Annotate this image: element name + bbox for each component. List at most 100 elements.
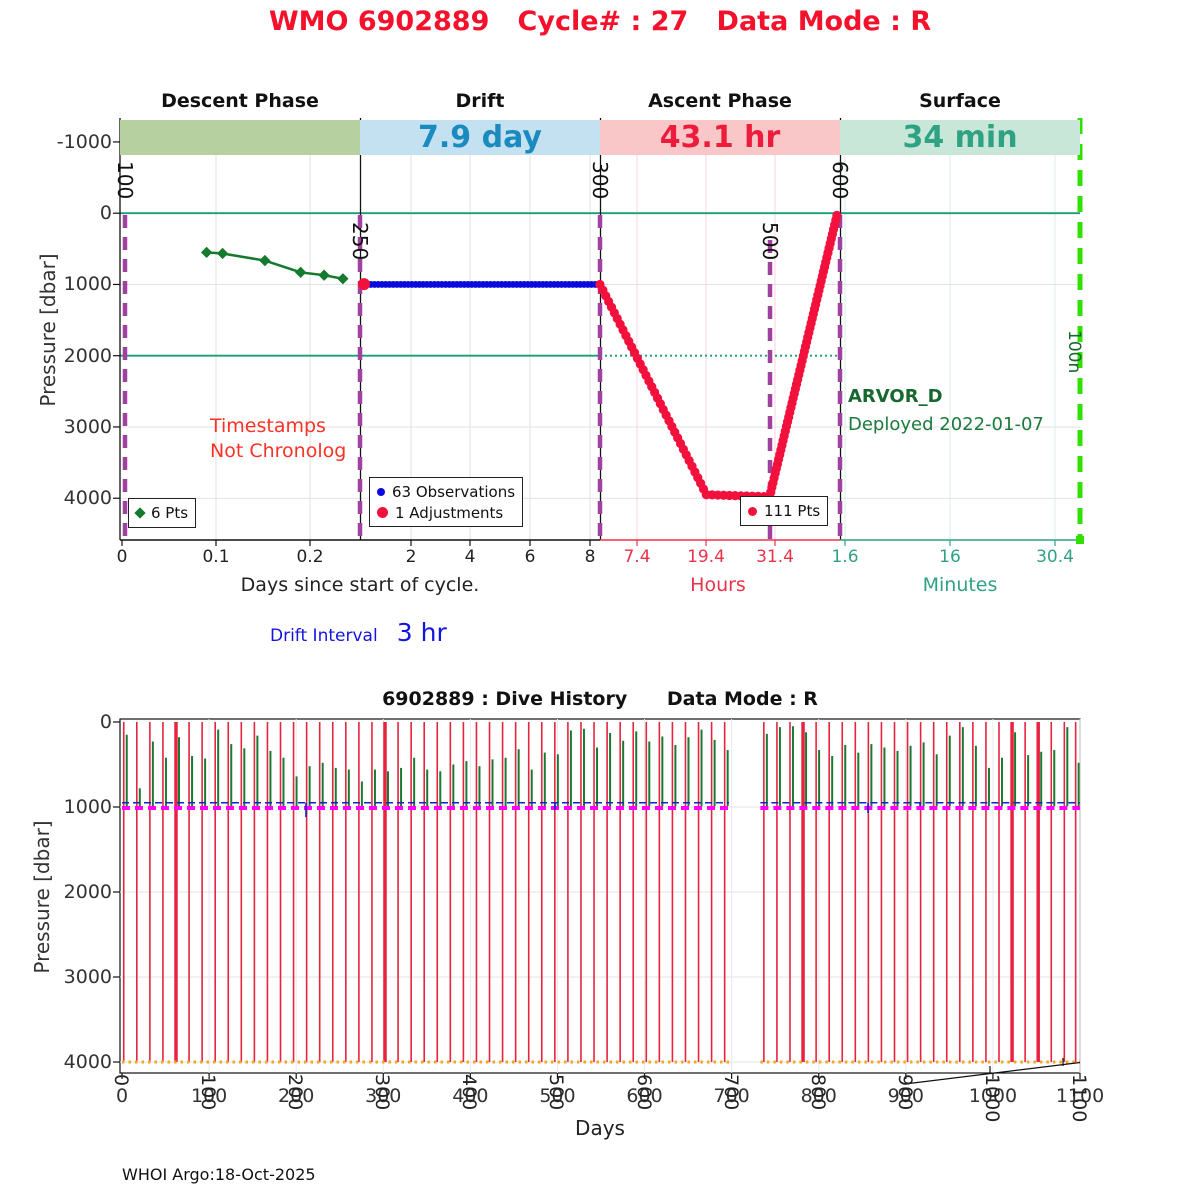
descent-point [318, 269, 330, 281]
y-tick-label: 2000 [63, 344, 112, 367]
green-diamond-icon [134, 507, 146, 519]
x-tick-label-rotated: 600 [632, 1074, 655, 1111]
footer-credit: WHOI Argo:18-Oct-2025 [122, 1165, 316, 1184]
legend-drift: 63 Observations 1 Adjustments [369, 477, 524, 527]
x-tick-label: 500 [539, 1085, 576, 1107]
x-tick-label: 800 [800, 1085, 837, 1107]
x-tick-label: 1100 [1055, 1085, 1105, 1107]
top-y-axis-label: Pressure [dbar] [36, 253, 60, 407]
band-drift-duration: 7.9 day [418, 120, 542, 155]
x-tick-label: 4 [464, 547, 476, 567]
phase-label-descent: Descent Phase [161, 90, 319, 112]
bottom-x-axis-label: Days [575, 1116, 625, 1140]
deployed-label: Deployed 2022-01-07 [848, 414, 1044, 435]
x-tick-label-rotated: 900 [893, 1074, 916, 1111]
x-tick-label: 1000 [968, 1085, 1018, 1107]
surface-time-end-mark [1076, 536, 1084, 544]
x-tick-label: 0.2 [296, 547, 324, 567]
legend-ascent-label: 111 Pts [764, 502, 821, 520]
y-tick-label: 4000 [63, 487, 112, 510]
y-tick-label: 0 [99, 711, 112, 733]
top-x-caption-hours: Hours [690, 574, 746, 596]
bottom-chart-title: 6902889 : Dive History Data Mode : R [382, 688, 818, 710]
x-tick-label: 0 [116, 547, 128, 567]
descent-point [337, 273, 349, 285]
drift-interval-value: 3 hr [396, 618, 447, 647]
timestamps-warning-line1: Timestamps [210, 415, 326, 437]
band-surface: 34 min [840, 120, 1080, 155]
blue-dot-icon [377, 487, 385, 496]
phase-label-ascent: Ascent Phase [648, 90, 792, 112]
x-tick-label: 30.4 [1036, 547, 1074, 567]
timestamps-warning: Timestamps Not Chronolog [210, 414, 346, 464]
band-surface-duration: 34 min [902, 120, 1018, 155]
x-tick-label: 0.1 [202, 547, 230, 567]
x-tick-label: 1.6 [831, 547, 859, 567]
x-tick-label: 400 [452, 1085, 489, 1107]
x-tick-label: 600 [626, 1085, 663, 1107]
x-tick-label-rotated: 1000 [980, 1074, 1003, 1123]
y-tick-label: 3000 [63, 966, 112, 988]
event-marker-label: 600 [828, 161, 852, 200]
event-marker-label: 300 [588, 161, 612, 200]
x-tick-label: 200 [278, 1085, 315, 1107]
descent-point [294, 266, 307, 278]
x-tick-label: 300 [365, 1085, 402, 1107]
band-ascent: 43.1 hr [600, 120, 840, 155]
phase-label-drift: Drift [455, 90, 505, 112]
event-marker-label: 500 [758, 222, 782, 261]
x-tick-label: 8 [584, 547, 596, 567]
drift-interval-label: Drift Interval [270, 626, 378, 646]
x-tick-label: 6 [524, 547, 536, 567]
x-tick-label-rotated: 500 [545, 1074, 568, 1111]
top-x-caption-days: Days since start of cycle. [240, 574, 480, 596]
band-descent [120, 120, 360, 155]
x-tick-label: 19.4 [687, 547, 725, 567]
descent-point [259, 254, 271, 267]
legend-ascent: 111 Pts [740, 496, 829, 526]
y-tick-label: 1000 [63, 273, 112, 296]
x-tick-label: 16 [939, 547, 961, 567]
x-tick-label-rotated: 700 [719, 1074, 742, 1111]
drift-adjustment-point [358, 278, 370, 291]
right-marker-label: 100n [1064, 330, 1084, 374]
legend-drift-adj-label: 1 Adjustments [395, 503, 504, 522]
y-tick-label: 0 [99, 202, 112, 225]
x-tick-label: 2 [405, 547, 417, 567]
x-tick-label-rotated: 300 [371, 1074, 394, 1111]
band-ascent-duration: 43.1 hr [659, 120, 781, 155]
x-tick-label: 700 [713, 1085, 750, 1107]
x-tick-label: 100 [190, 1085, 228, 1107]
red-dot-icon [377, 507, 388, 518]
x-tick-label: 0 [115, 1085, 129, 1107]
legend-descent-label: 6 Pts [151, 504, 189, 522]
x-tick-label-rotated: 200 [284, 1074, 307, 1111]
y-tick-label: 3000 [63, 415, 112, 438]
x-tick-label-rotated: 100 [197, 1074, 220, 1111]
descent-point [200, 246, 213, 259]
y-tick-label: 2000 [63, 881, 112, 903]
x-tick-label: 7.4 [623, 547, 651, 567]
legend-descent: 6 Pts [128, 498, 197, 528]
x-tick-label: 31.4 [756, 547, 794, 567]
x-tick-label-rotated: 800 [806, 1074, 829, 1111]
y-tick-label: 1000 [63, 796, 112, 818]
y-tick-label: 4000 [63, 1051, 112, 1073]
figure-title: WMO 6902889 Cycle# : 27 Data Mode : R [268, 6, 932, 37]
phase-label-surface: Surface [919, 90, 1001, 112]
red-dot-small-icon [748, 506, 757, 516]
x-tick-label-rotated: 400 [458, 1074, 481, 1111]
legend-drift-obs-label: 63 Observations [392, 482, 516, 501]
x-tick-label: 900 [887, 1085, 924, 1107]
ascent-point [832, 210, 842, 220]
event-marker-label: 250 [348, 222, 372, 261]
band-drift: 7.9 day [360, 120, 600, 155]
x-tick-label-rotated: 1100 [1068, 1074, 1090, 1123]
descent-point [216, 247, 229, 260]
y-tick-label: -1000 [56, 130, 112, 153]
event-marker-label: 100 [113, 161, 137, 200]
drift-interval: Drift Interval 3 hr [270, 618, 447, 647]
x-tick-label-rotated: 0 [110, 1074, 132, 1087]
